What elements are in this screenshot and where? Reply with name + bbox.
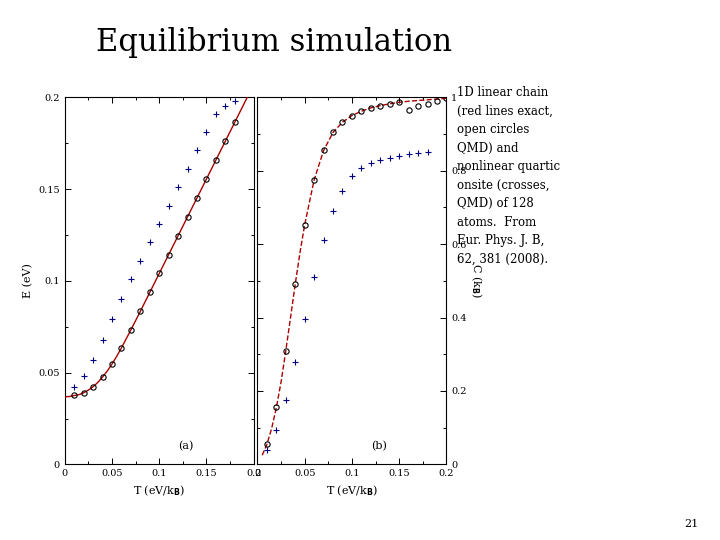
- Text: (a): (a): [178, 441, 194, 452]
- X-axis label: T (eV/k$_\mathbf{B}$): T (eV/k$_\mathbf{B}$): [133, 484, 186, 498]
- X-axis label: T (eV/k$_\mathbf{B}$): T (eV/k$_\mathbf{B}$): [325, 484, 378, 498]
- Text: 1D linear chain
(red lines exact,
open circles
QMD) and
nonlinear quartic
onsite: 1D linear chain (red lines exact, open c…: [457, 86, 560, 266]
- Text: 21: 21: [684, 519, 698, 529]
- Text: (b): (b): [371, 441, 387, 452]
- Y-axis label: E (eV): E (eV): [22, 264, 32, 298]
- Text: Equilibrium simulation: Equilibrium simulation: [96, 27, 451, 58]
- Y-axis label: C (k$_\mathbf{B}$): C (k$_\mathbf{B}$): [469, 264, 483, 298]
